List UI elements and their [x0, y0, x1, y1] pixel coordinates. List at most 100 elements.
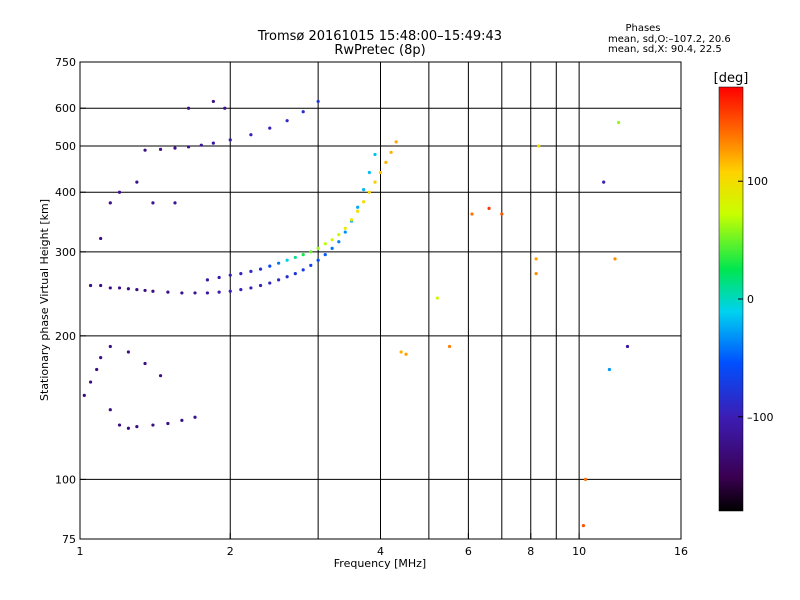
colorbar-tick-label: 100 — [747, 175, 768, 188]
echo-point — [99, 356, 103, 360]
echo-point — [158, 147, 163, 151]
echo-point — [117, 423, 122, 427]
echo-point — [309, 263, 313, 267]
echo-point — [301, 110, 305, 114]
echo-point — [399, 350, 403, 354]
echo-point — [583, 477, 588, 482]
x-axis: 1 2 4 6 8 10 16 — [77, 533, 688, 558]
echo-point — [249, 133, 253, 137]
echo-point — [373, 152, 377, 157]
echo-point — [581, 524, 586, 528]
echo-point — [367, 190, 371, 194]
echo-point — [223, 106, 227, 110]
echo-point — [268, 126, 272, 130]
echo-point — [217, 290, 221, 294]
echo-point — [534, 272, 538, 276]
echo-point — [293, 255, 297, 260]
echo-point — [99, 283, 103, 288]
echo-point — [602, 180, 606, 184]
y-axis: 75 100 200 300 400 500 600 750 — [55, 56, 86, 546]
echo-point — [349, 218, 354, 222]
echo-point — [285, 258, 289, 262]
x-tick-label: 4 — [377, 545, 384, 558]
echo-point — [356, 205, 360, 209]
echo-point — [228, 289, 232, 293]
x-tick-label: 16 — [674, 545, 688, 558]
legend-o-mode-stats: mean, sd,O:–107.2, 20.6 — [608, 34, 731, 45]
echo-point — [239, 272, 243, 276]
echo-point — [343, 230, 347, 234]
echo-point — [309, 250, 313, 254]
echo-point — [205, 278, 210, 282]
echo-point — [343, 226, 347, 230]
y-tick-label: 75 — [62, 533, 76, 546]
echo-point — [362, 200, 366, 204]
echo-point — [135, 425, 139, 429]
echo-point — [180, 291, 184, 295]
echo-point — [239, 287, 243, 292]
y-tick-label: 400 — [55, 186, 76, 199]
echo-point — [285, 119, 289, 123]
chart-subtitle: RwPretec (8p) — [334, 43, 425, 58]
echo-point — [394, 140, 398, 144]
echo-point — [389, 150, 393, 154]
echo-point — [211, 141, 215, 145]
echo-point — [82, 393, 86, 398]
x-axis-label: Frequency [MHz] — [334, 557, 426, 570]
echo-point — [173, 146, 177, 150]
echo-point — [487, 206, 491, 210]
chart-title: Tromsø 20161015 15:48:00–15:49:43 — [257, 29, 502, 44]
echo-point — [316, 258, 320, 262]
echo-point — [470, 212, 474, 216]
x-tick-label: 10 — [572, 545, 586, 558]
echo-point — [117, 190, 122, 194]
echo-point — [337, 240, 341, 244]
echo-point — [435, 296, 439, 300]
echo-point — [249, 286, 253, 290]
echo-point — [95, 367, 99, 372]
echo-point — [625, 344, 630, 349]
legend-title: Phases — [625, 23, 660, 34]
echo-point — [330, 238, 334, 242]
x-tick-label: 2 — [227, 545, 234, 558]
echo-point — [108, 286, 112, 290]
echo-point — [330, 246, 334, 250]
echo-point — [228, 138, 232, 142]
echo-point — [88, 283, 93, 288]
echo-point — [135, 287, 139, 292]
echo-point — [180, 418, 184, 422]
echo-point — [158, 374, 163, 378]
echo-point — [258, 267, 263, 271]
echo-point — [88, 380, 93, 384]
echo-point — [205, 291, 210, 295]
echo-point — [211, 99, 215, 104]
echo-point — [143, 361, 147, 366]
echo-point — [617, 120, 621, 125]
echo-point — [186, 106, 191, 110]
data-points — [82, 99, 630, 528]
echo-point — [217, 275, 221, 280]
echo-point — [367, 170, 371, 175]
echo-point — [277, 261, 281, 265]
echo-point — [258, 283, 263, 288]
echo-point — [108, 201, 112, 205]
echo-point — [500, 212, 504, 216]
echo-point — [277, 278, 281, 282]
y-tick-label: 750 — [55, 56, 76, 69]
echo-point — [285, 275, 289, 279]
echo-point — [166, 421, 170, 426]
echo-point — [108, 344, 112, 349]
echo-point — [99, 236, 103, 241]
echo-point — [151, 423, 155, 427]
y-tick-label: 600 — [55, 102, 76, 115]
x-tick-label: 8 — [527, 545, 534, 558]
echo-point — [151, 289, 155, 293]
echo-point — [126, 350, 130, 354]
y-tick-label: 100 — [55, 473, 76, 486]
echo-point — [293, 272, 297, 276]
echo-point — [373, 180, 377, 184]
echo-point — [228, 273, 232, 277]
echo-point — [404, 352, 408, 356]
echo-point — [356, 209, 360, 213]
echo-point — [126, 426, 130, 430]
